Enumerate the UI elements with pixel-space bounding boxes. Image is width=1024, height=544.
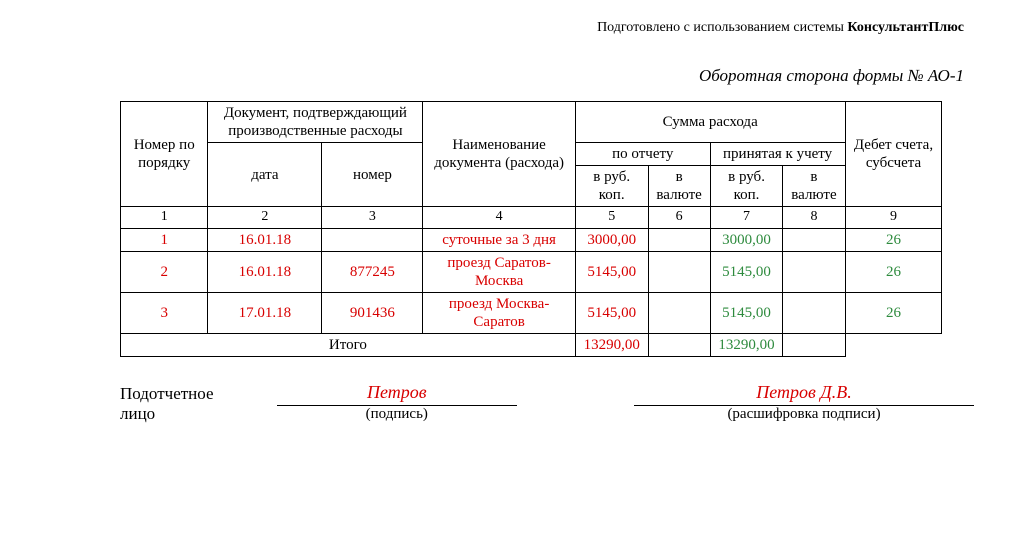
totals-acc-val [783,333,845,356]
cell-debit: 26 [845,251,942,292]
cell-acc-val [783,292,845,333]
colnum: 8 [783,207,845,229]
cell-num: 901436 [322,292,423,333]
th-doc-date: дата [208,143,322,207]
cell-rep-rub: 5145,00 [575,251,648,292]
cell-no: 3 [121,292,208,333]
th-accepted: принятая к учету [710,143,845,166]
cell-acc-val [783,228,845,251]
colnum: 3 [322,207,423,229]
cell-debit: 26 [845,228,942,251]
expense-table: Номер по порядку Документ, подтверждающи… [120,101,942,357]
th-by-report: по отчету [575,143,710,166]
signature-label: Подотчетное лицо [120,382,247,424]
cell-name: суточные за 3 дня [423,228,575,251]
colnum: 7 [710,207,783,229]
signature-name-block: Петров Д.В. (расшифровка подписи) [634,382,974,423]
cell-no: 2 [121,251,208,292]
cell-debit: 26 [845,292,942,333]
table-row: 2 16.01.18 877245 проезд Саратов-Москва … [121,251,942,292]
totals-rep-val [648,333,710,356]
signature-sign-block: Петров (подпись) [277,382,517,423]
prepared-prefix: Подготовлено с использованием системы [597,20,847,35]
table-row: 3 17.01.18 901436 проезд Москва-Саратов … [121,292,942,333]
totals-row: Итого 13290,00 13290,00 [121,333,942,356]
colnum: 9 [845,207,942,229]
form-title: Оборотная сторона формы № АО-1 [80,66,964,86]
cell-num: 877245 [322,251,423,292]
cell-num [322,228,423,251]
th-doc-group: Документ, подтверждающий производственны… [208,102,423,143]
cell-date: 16.01.18 [208,228,322,251]
cell-rep-val [648,228,710,251]
totals-label: Итого [121,333,576,356]
cell-name: проезд Саратов-Москва [423,251,575,292]
th-debit: Дебет счета, субсчета [845,102,942,207]
cell-rep-val [648,251,710,292]
colnum: 4 [423,207,575,229]
th-acc-val: в валюте [783,166,845,207]
prepared-system: КонсультантПлюс [847,20,964,35]
th-doc-no: номер [322,143,423,207]
table-row: 1 16.01.18 суточные за 3 дня 3000,00 300… [121,228,942,251]
totals-acc-rub: 13290,00 [710,333,783,356]
cell-rep-rub: 3000,00 [575,228,648,251]
totals-rep-rub: 13290,00 [575,333,648,356]
cell-name: проезд Москва-Саратов [423,292,575,333]
colnum: 1 [121,207,208,229]
cell-acc-val [783,251,845,292]
cell-rep-val [648,292,710,333]
th-name: Наименование документа (расхода) [423,102,575,207]
cell-acc-rub: 5145,00 [710,251,783,292]
totals-debit-empty [845,333,942,356]
cell-date: 16.01.18 [208,251,322,292]
cell-acc-rub: 5145,00 [710,292,783,333]
colnum: 5 [575,207,648,229]
cell-rep-rub: 5145,00 [575,292,648,333]
th-acc-rub: в руб. коп. [710,166,783,207]
th-sum-group: Сумма расхода [575,102,845,143]
cell-date: 17.01.18 [208,292,322,333]
th-order-no: Номер по порядку [121,102,208,207]
th-rep-rub: в руб. коп. [575,166,648,207]
th-rep-val: в валюте [648,166,710,207]
colnum: 6 [648,207,710,229]
colnum: 2 [208,207,322,229]
signature-sign-caption: (подпись) [366,406,428,422]
column-number-row: 1 2 3 4 5 6 7 8 9 [121,207,942,229]
prepared-line: Подготовлено с использованием системы Ко… [80,20,964,36]
signature-name-caption: (расшифровка подписи) [727,406,880,422]
signature-area: Подотчетное лицо Петров (подпись) Петров… [120,382,974,424]
cell-no: 1 [121,228,208,251]
cell-acc-rub: 3000,00 [710,228,783,251]
signature-name: Петров Д.В. [756,382,852,402]
signature-sign: Петров [367,382,427,402]
